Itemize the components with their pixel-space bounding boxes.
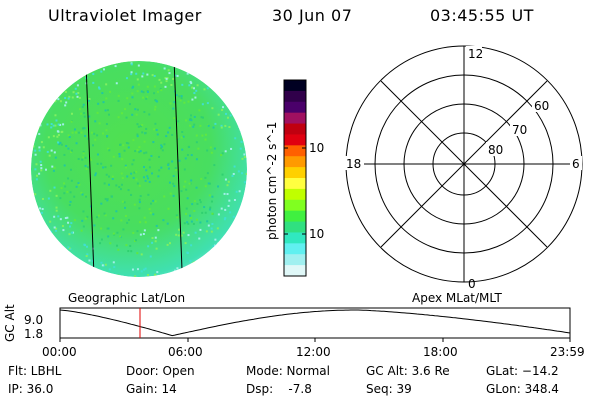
auroral-image <box>31 61 247 277</box>
colorbar-band <box>284 80 306 92</box>
longitude-line <box>173 61 183 271</box>
colorbar-band <box>284 156 306 168</box>
instrument-title: Ultraviolet Imager <box>48 6 202 25</box>
polar-grid: 12 18 6 0 60 70 80 <box>344 45 583 291</box>
colorbar-band <box>284 123 306 135</box>
gcalt-info: GC Alt: 3.6 Re <box>366 364 450 378</box>
xtick-0000: 00:00 <box>42 345 77 359</box>
lat-label-70: 70 <box>512 123 527 137</box>
xtick-0600: 06:00 <box>168 345 203 359</box>
date-label: 30 Jun 07 <box>272 6 353 25</box>
glon-info: GLon: 348.4 <box>486 382 559 396</box>
lat-label-60: 60 <box>534 99 549 113</box>
door-info: Door: Open <box>126 364 195 378</box>
mode-info: Mode: Normal <box>246 364 330 378</box>
lat-label-80: 80 <box>488 143 503 157</box>
geo-title: Geographic Lat/Lon <box>68 291 185 305</box>
track-ymax: 9.0 <box>24 313 43 327</box>
colorbar-band <box>284 178 306 190</box>
colorbar-tick-100: 100 <box>309 141 324 155</box>
mlt-label-0: 0 <box>468 277 476 291</box>
colorbar-tick-10: 10 <box>309 227 324 241</box>
colorbar-label: photon cm^-2 s^-1 <box>265 122 279 240</box>
mlt-label-12: 12 <box>468 47 483 61</box>
orbit-track: Geographic Lat/Lon Apex MLat/MLT 9.0 1.8… <box>3 291 585 359</box>
colorbar-band <box>284 188 306 201</box>
seq-info: Seq: 39 <box>366 382 412 396</box>
ip-info: IP: 36.0 <box>8 382 54 396</box>
glat-info: GLat: −14.2 <box>486 364 559 378</box>
colorbar: 100 10 photon cm^-2 s^-1 <box>265 79 332 277</box>
time-label: 03:45:55 UT <box>430 6 534 25</box>
track-ylabel: GC Alt <box>3 304 17 342</box>
colorbar-band <box>284 210 306 223</box>
colorbar-band <box>284 254 306 266</box>
xtick-2359: 23:59 <box>550 345 585 359</box>
track-ymin: 1.8 <box>24 327 43 341</box>
apex-title: Apex MLat/MLT <box>412 291 502 305</box>
colorbar-band <box>284 134 306 146</box>
colorbar-band <box>284 145 306 157</box>
colorbar-band <box>284 199 306 212</box>
altitude-curve <box>59 309 571 337</box>
colorbar-band <box>284 221 306 233</box>
mlt-label-18: 18 <box>346 157 361 171</box>
gain-info: Gain: 14 <box>126 382 177 396</box>
colorbar-band <box>284 167 306 179</box>
colorbar-band <box>284 101 306 114</box>
colorbar-band <box>284 112 306 125</box>
colorbar-band <box>284 265 306 277</box>
colorbar-band <box>284 90 306 103</box>
filter-info: Flt: LBHL <box>8 364 62 378</box>
dsp-info: Dsp: -7.8 <box>246 382 312 396</box>
colorbar-band <box>284 232 306 244</box>
colorbar-band <box>284 243 306 255</box>
longitude-line <box>85 62 95 277</box>
xtick-1200: 12:00 <box>296 345 331 359</box>
mlt-label-6: 6 <box>572 157 580 171</box>
xtick-1800: 18:00 <box>423 345 458 359</box>
